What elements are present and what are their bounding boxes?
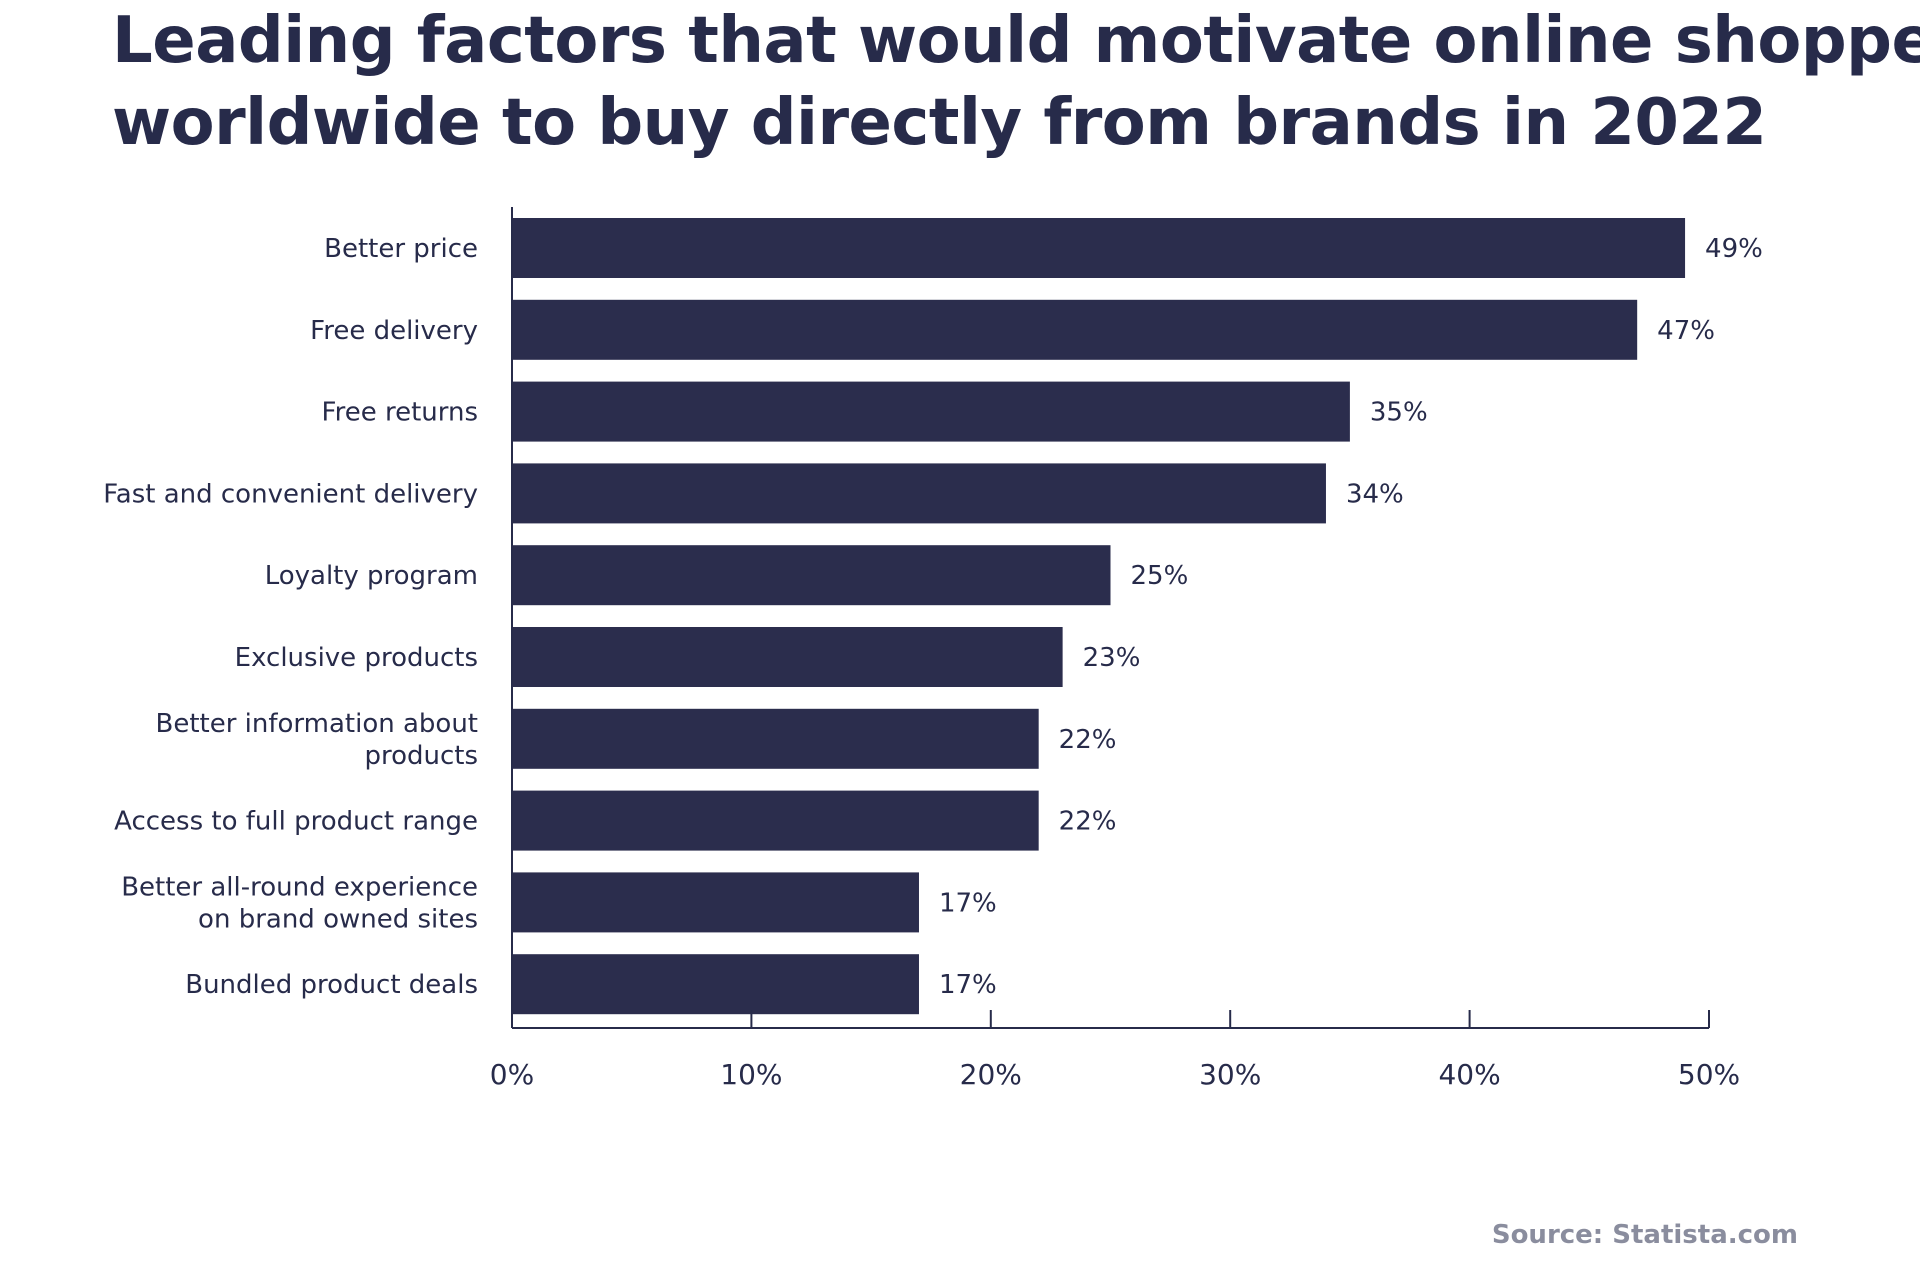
category-label-2: Free returns	[322, 398, 478, 428]
category-label-8: Better all-round experience on brand owne…	[121, 872, 478, 934]
bar-3	[512, 463, 1326, 524]
x-tick-label-3: 30%	[1199, 1058, 1261, 1091]
value-label-6: 22%	[1059, 725, 1117, 755]
category-label-7-line-0: Access to full product range	[114, 807, 478, 837]
chart-title-line-1: Leading factors that would motivate onli…	[112, 4, 1920, 78]
value-label-5: 23%	[1083, 643, 1141, 673]
category-label-0-line-0: Better price	[324, 234, 478, 264]
value-label-0: 49%	[1705, 234, 1763, 264]
bar-2	[512, 381, 1350, 442]
category-label-5-line-0: Exclusive products	[235, 643, 478, 673]
category-label-6-line-0: Better information about	[155, 709, 478, 739]
bar-7	[512, 790, 1039, 851]
value-label-1: 47%	[1657, 316, 1715, 346]
value-label-3: 34%	[1346, 479, 1404, 509]
category-label-2-line-0: Free returns	[322, 398, 478, 428]
category-label-4: Loyalty program	[265, 561, 478, 591]
category-label-0: Better price	[324, 234, 478, 264]
bar-5	[512, 627, 1063, 687]
x-tick-label-0: 0%	[490, 1058, 534, 1091]
bar-6	[512, 708, 1039, 769]
category-label-1: Free delivery	[310, 316, 478, 346]
category-labels: Better price Free delivery Free returns Fas…	[103, 234, 478, 1000]
value-label-8: 17%	[939, 888, 997, 918]
x-tick-label-4: 40%	[1438, 1058, 1500, 1091]
category-label-3: Fast and convenient delivery	[103, 479, 478, 509]
category-label-3-line-0: Fast and convenient delivery	[103, 479, 478, 509]
category-label-4-line-0: Loyalty program	[265, 561, 478, 591]
category-label-6: Better information about products	[155, 709, 478, 771]
category-label-8-line-0: Better all-round experience	[121, 872, 478, 902]
bar-9	[512, 954, 919, 1015]
category-label-8-line-1: on brand owned sites	[198, 904, 478, 934]
category-label-1-line-0: Free delivery	[310, 316, 478, 346]
value-label-2: 35%	[1370, 398, 1428, 428]
value-label-9: 17%	[939, 970, 997, 1000]
x-tick-label-5: 50%	[1678, 1058, 1740, 1091]
bar-8	[512, 872, 919, 933]
category-label-6-line-1: products	[364, 741, 478, 771]
category-label-9: Bundled product deals	[185, 970, 478, 1000]
value-label-7: 22%	[1059, 807, 1117, 837]
bar-4	[512, 545, 1111, 606]
x-tick-label-1: 10%	[720, 1058, 782, 1091]
category-label-5: Exclusive products	[235, 643, 478, 673]
chart-title: Leading factors that would motivate onli…	[112, 0, 1920, 164]
bars-layer: 49% 47% 35% 34% 25% 23% 22% 22% 17% 17%	[512, 218, 1763, 1015]
x-tick-label-2: 20%	[960, 1058, 1022, 1091]
chart-title-line-2: worldwide to buy directly from brands in…	[112, 86, 1767, 160]
bar-0	[512, 218, 1686, 278]
bar-1	[512, 299, 1638, 360]
x-axis: 0% 10% 20% 30% 40% 50%	[490, 207, 1740, 1091]
value-label-4: 25%	[1131, 561, 1189, 591]
source-note: Source: Statista.com	[1491, 1220, 1798, 1250]
category-label-7: Access to full product range	[114, 807, 478, 837]
category-label-9-line-0: Bundled product deals	[185, 970, 478, 1000]
